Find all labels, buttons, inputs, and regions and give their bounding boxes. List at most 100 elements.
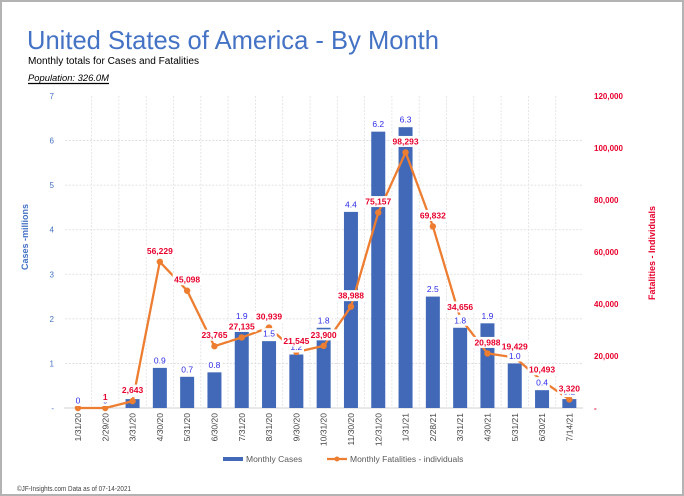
x-tick-label: 6/30/21 [537, 413, 547, 442]
footer-credit: ©JF-Insights.com Data as of 07-14-2021 [17, 485, 131, 493]
x-tick-label: 1/31/20 [73, 413, 83, 442]
case-label-group: 6.3 [398, 114, 414, 126]
bar-4-30-21 [480, 323, 495, 408]
left-tick-label: 1 [50, 359, 55, 368]
case-label: 0 [76, 396, 81, 406]
case-label-group: 1.9 [234, 310, 250, 322]
fatality-label-group: 98,293 [391, 135, 421, 147]
fatality-marker-3-31-20 [129, 397, 136, 405]
case-label-bg [152, 354, 168, 366]
fatality-label-bg [145, 245, 175, 257]
case-label: 0.9 [154, 355, 166, 365]
left-axis-ticks: - 1 2 3 4 5 6 7 [50, 92, 55, 413]
fatality-label-bg [309, 329, 339, 341]
fatality-label: 23,765 [201, 330, 227, 340]
fatality-label-bg [199, 329, 230, 341]
fatality-marker-2-29-20 [102, 404, 109, 412]
bar-12-31-20 [371, 131, 386, 408]
fatality-label-group: 19,429 [500, 340, 530, 352]
case-label-bg [179, 363, 195, 375]
fatality-label: 38,988 [338, 291, 364, 301]
case-label: 1.8 [318, 315, 330, 325]
x-tick-label: 7/31/20 [237, 413, 247, 442]
bar-5-31-20 [180, 376, 195, 408]
legend-item-cases[interactable]: Monthly Cases [223, 454, 302, 464]
case-label: 2.5 [427, 284, 439, 294]
fatality-label-group: 38,988 [336, 290, 366, 302]
fatality-label-group: 2,643 [120, 384, 145, 396]
fatality-marker-1-31-20 [74, 404, 82, 412]
left-tick-label: 6 [50, 137, 55, 146]
left-tick-label: 2 [50, 315, 55, 324]
fatality-label-bg [281, 335, 312, 347]
case-label-bg [343, 198, 359, 210]
case-label: 1.9 [236, 311, 248, 321]
fatality-label-group: 20,988 [472, 336, 503, 348]
fatality-label: 34,656 [447, 302, 473, 312]
fatality-marker-4-30-21 [484, 350, 491, 357]
right-tick-label: 40,000 [594, 300, 619, 309]
case-label-group: 1.8 [316, 314, 332, 326]
case-label-group: 1.5 [261, 328, 277, 340]
fatality-marker-7-14-21 [566, 396, 573, 403]
fatality-label-group: 75,157 [363, 196, 394, 208]
case-label-bg [261, 328, 277, 340]
fatality-label: 98,293 [393, 136, 419, 146]
case-label-bg [370, 118, 386, 130]
right-tick-label: - [594, 404, 597, 413]
case-label-group: 0.8 [207, 359, 223, 371]
fatality-label-group: 56,229 [145, 245, 175, 257]
bar-1-31-21 [398, 127, 413, 408]
case-label-group: 0.7 [179, 363, 195, 375]
fatality-label: 45,098 [174, 275, 200, 285]
case-label: 1.0 [509, 351, 521, 361]
fatality-label: 3,320 [559, 383, 581, 393]
bar-4-30-20 [152, 367, 167, 408]
case-label-group: 2.5 [425, 283, 441, 295]
fatality-label: 56,229 [147, 246, 173, 256]
legend-label-fatalities: Monthly Fatalities - individuals [350, 454, 463, 464]
fatality-label-bg [254, 311, 284, 323]
case-label-bg [398, 114, 414, 126]
left-tick-label: - [51, 404, 54, 413]
fatality-label-bg [391, 135, 421, 147]
bar-6-30-21 [535, 390, 550, 408]
x-tick-label: 1/31/21 [401, 413, 411, 442]
x-tick-label: 8/31/20 [264, 413, 274, 442]
chart-subtitle: Monthly totals for Cases and Fatalities [28, 56, 199, 67]
right-tick-label: 80,000 [594, 196, 619, 205]
case-label-group: 1.9 [480, 310, 496, 322]
fatality-label-bg [336, 290, 366, 302]
population-note: Population: 326.0M [28, 73, 110, 83]
legend-item-fatalities[interactable]: Monthly Fatalities - individuals [327, 454, 463, 464]
fatality-label-group: 23,765 [199, 329, 230, 341]
case-label: 1.5 [263, 329, 275, 339]
fatality-label-group: 34,656 [445, 301, 475, 313]
x-tick-label: 11/30/20 [346, 413, 356, 446]
fatality-label-bg [120, 384, 145, 396]
fatality-label: 20,988 [474, 337, 500, 347]
fatality-label: 2,643 [122, 385, 144, 395]
x-tick-label: 10/31/20 [319, 413, 329, 446]
fatality-label: 69,832 [420, 210, 446, 220]
fatality-marker-10-31-20 [320, 342, 327, 350]
right-tick-label: 100,000 [594, 144, 623, 153]
bar-2-28-21 [425, 296, 440, 408]
fatality-label-group: 23,900 [309, 329, 339, 341]
right-tick-label: 20,000 [594, 352, 619, 361]
bar-8-31-20 [262, 341, 277, 408]
x-tick-label: 5/31/21 [510, 413, 520, 442]
left-tick-label: 7 [50, 92, 55, 101]
legend-swatch-marker [334, 456, 340, 462]
fatality-marker-4-30-20 [156, 258, 164, 266]
right-axis-ticks: - 20,000 40,000 60,000 80,000 100,000 120,000 [594, 92, 623, 413]
legend-label-cases: Monthly Cases [246, 454, 302, 464]
x-tick-label: 3/31/21 [455, 413, 465, 442]
case-label-bg [234, 310, 250, 322]
fatality-label-group: 10,493 [527, 364, 557, 376]
fatality-label-group: 45,098 [172, 274, 202, 286]
fatality-label-group: 27,135 [227, 320, 257, 332]
fatality-marker-5-31-20 [183, 287, 191, 294]
fatality-marker-2-28-21 [429, 223, 437, 230]
